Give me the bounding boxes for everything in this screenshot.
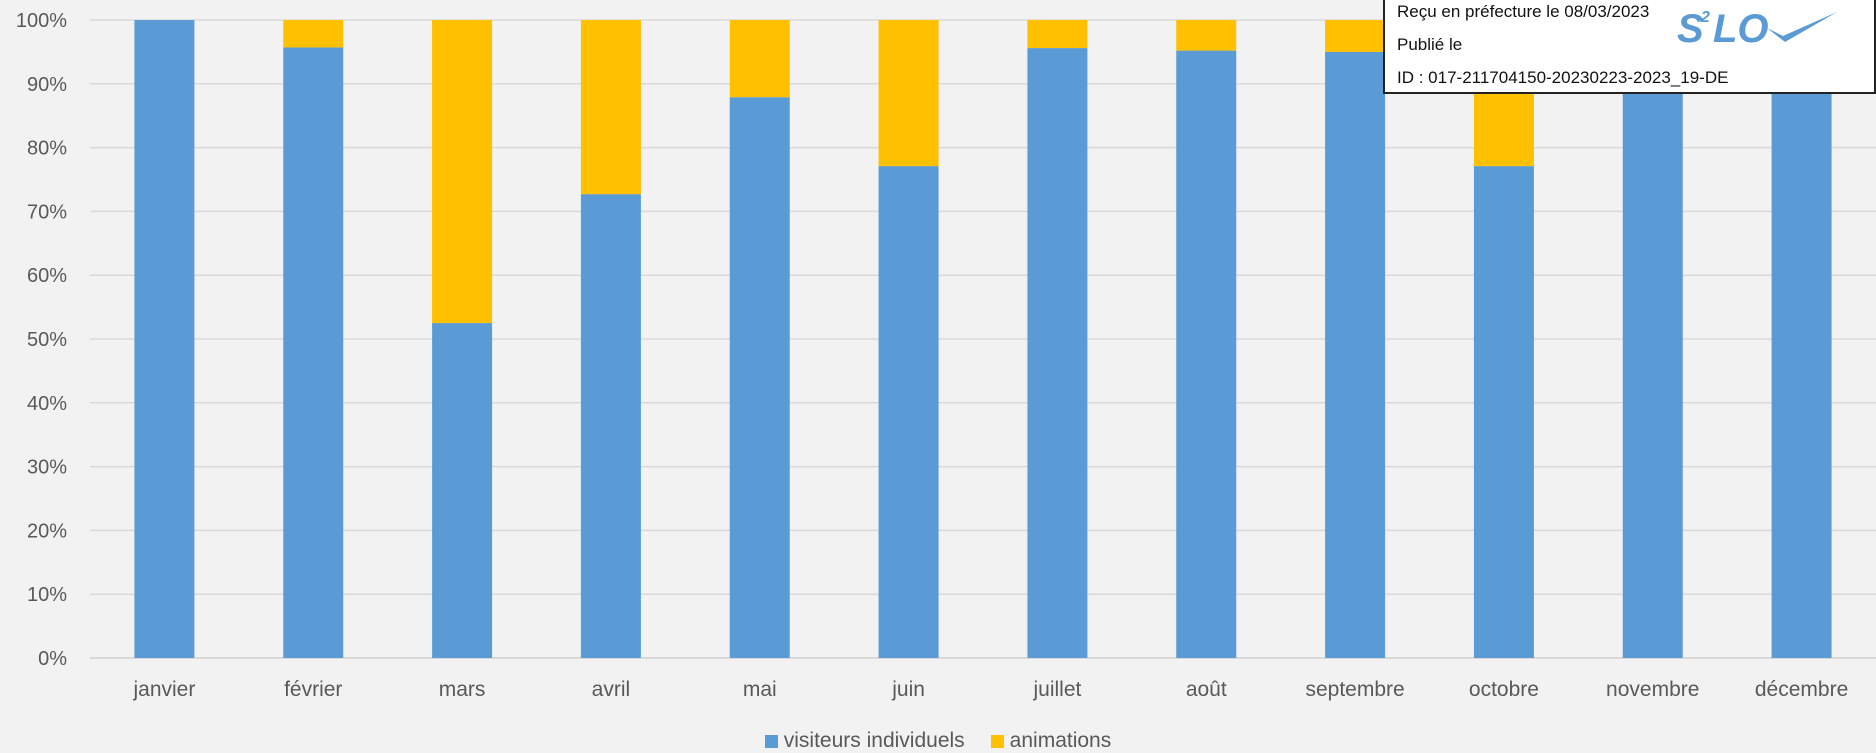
x-category-label: septembre [1305,678,1404,701]
legend-item-animations: animations [990,729,1112,753]
y-tick-label: 70% [27,201,67,223]
legend-swatch-visiteurs [764,734,778,748]
bars [134,20,1832,659]
bar-segment-animations-septembre [1325,20,1386,52]
y-tick-label: 60% [27,265,67,287]
bar-segment-animations-mai [729,20,790,98]
x-category-label: décembre [1755,678,1848,701]
y-tick-label: 0% [38,648,67,670]
bar-segment-visiteurs-individuels-juillet [1027,48,1088,658]
bar-segment-visiteurs-individuels-décembre [1771,71,1832,659]
y-tick-label: 30% [27,457,67,479]
bar-segment-animations-avril [580,20,641,195]
y-tick-label: 40% [27,393,67,415]
bar-segment-visiteurs-individuels-octobre [1473,166,1534,659]
y-tick-label: 20% [27,520,67,542]
bar-segment-visiteurs-individuels-avril [580,194,641,658]
bar-segment-visiteurs-individuels-mai [729,97,790,658]
x-category-label: juillet [1032,678,1081,701]
stamp-id: ID : 017-211704150-20230223-2023_19-DE [1397,68,1729,87]
x-category-label: juin [891,678,925,701]
bar-segment-animations-août [1176,20,1237,51]
x-category-label: février [284,678,342,701]
bar-segment-visiteurs-individuels-août [1176,50,1237,658]
x-axis-labels: janvier février mars avril mai juin juillet aoû… [132,678,1848,701]
x-category-label: mars [439,678,486,701]
svg-text:S: S [1677,7,1704,51]
x-category-label: avril [592,678,631,701]
y-axis-ticks: 0% 10% 20% 30% 40% 50% 60% 70% 80% 90% 100% [16,10,67,670]
legend: visiteurs individuels animations [0,729,1876,753]
y-tick-label: 80% [27,138,67,160]
x-category-label: janvier [132,678,195,701]
bar-segment-animations-mars [432,20,493,324]
legend-item-visiteurs: visiteurs individuels [764,729,965,753]
bar-segment-visiteurs-individuels-février [283,47,344,658]
x-category-label: août [1186,678,1227,701]
y-tick-label: 50% [27,329,67,351]
legend-swatch-animations [990,734,1004,748]
bar-segment-visiteurs-individuels-novembre [1622,51,1683,658]
svg-text:2: 2 [1700,9,1710,26]
legend-label-visiteurs: visiteurs individuels [783,729,965,752]
bar-segment-animations-juin [878,20,939,167]
s2lo-logo: S 2 LO [1677,7,1837,51]
gridlines [90,19,1876,659]
bar-segment-animations-février [283,20,344,48]
stamp-received: Reçu en préfecture le 08/03/2023 [1397,2,1650,21]
prefecture-stamp: Reçu en préfecture le 08/03/2023 Publié … [1383,0,1876,94]
y-tick-label: 10% [27,584,67,606]
x-category-label: mai [743,678,777,701]
svg-text:LO: LO [1713,7,1769,51]
bar-segment-visiteurs-individuels-janvier [134,20,195,658]
bar-segment-visiteurs-individuels-septembre [1325,51,1386,658]
y-tick-label: 90% [27,74,67,96]
bar-segment-visiteurs-individuels-juin [878,166,939,659]
stamp-published: Publié le [1397,35,1463,54]
bar-segment-visiteurs-individuels-mars [432,323,493,658]
y-tick-label: 100% [16,10,67,32]
bar-segment-animations-juillet [1027,20,1088,49]
x-category-label: octobre [1469,678,1539,701]
legend-label-animations: animations [1009,729,1112,752]
x-category-label: novembre [1606,678,1699,701]
